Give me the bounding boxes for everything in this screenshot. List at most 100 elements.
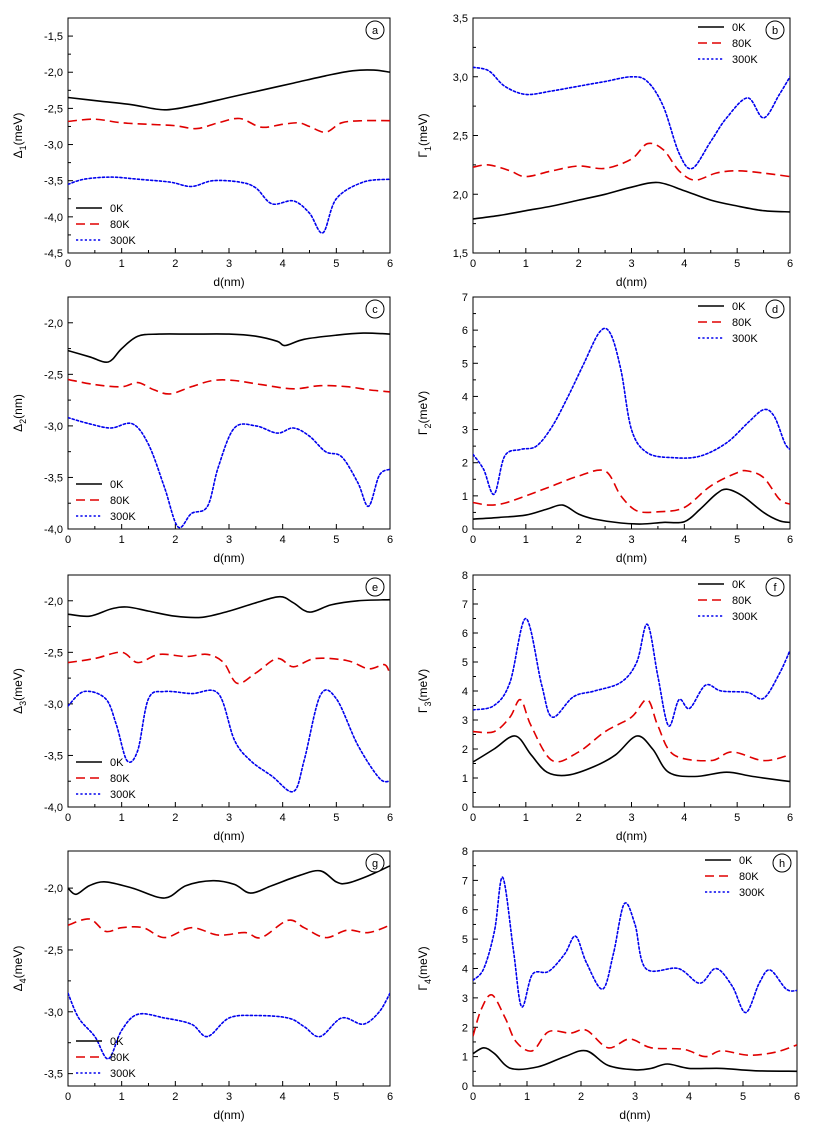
x-tick-label: 1 (523, 258, 529, 270)
y-axis-symbol: Δ (11, 150, 25, 158)
y-tick-label: -3,0 (44, 140, 63, 152)
legend: 0K 80K 300K (76, 757, 136, 801)
series-group (68, 332, 390, 529)
series-line-80k (68, 651, 390, 685)
legend-label-300k: 300K (739, 887, 765, 899)
legend: 0K 80K 300K (698, 301, 758, 345)
legend-label-300k: 300K (110, 511, 136, 523)
series-line-300k (473, 66, 790, 170)
series-line-300k (68, 992, 390, 1060)
series-group (473, 327, 790, 525)
legend-label-300k: 300K (110, 235, 136, 247)
chart-panel-b: 0 1 2 3 4 5 61,52,02,53,03,5d(nm)Γ1(meV)0K80K3… (416, 13, 793, 289)
series-line-80k (68, 117, 390, 134)
plot-frame (472, 296, 791, 530)
series-group (473, 66, 790, 220)
x-tick-label: 2 (172, 258, 178, 270)
x-axis-title: d(nm) (213, 1108, 244, 1122)
y-tick-label: 8 (462, 570, 468, 582)
y-axis-subscript: 4 (18, 978, 28, 983)
panel-badge-label: a (372, 25, 379, 37)
x-tick-label: 1 (523, 534, 529, 546)
y-axis-title: Γ2(meV) (416, 391, 433, 435)
panel-badge-label: f (773, 582, 777, 594)
legend-label-0k: 0K (110, 479, 124, 491)
legend-label-300k: 300K (110, 1068, 136, 1080)
y-tick-label: -1,5 (44, 31, 63, 43)
x-tick-label: 4 (280, 534, 286, 546)
x-tick-label: 6 (787, 534, 793, 546)
y-axis-title: Γ1(meV) (416, 113, 433, 157)
y-tick-label: 1,5 (453, 248, 468, 260)
x-axis-title: d(nm) (619, 1108, 650, 1122)
legend-label-80k: 80K (110, 773, 130, 785)
legend-label-80k: 80K (110, 1052, 130, 1064)
y-tick-label: 3 (462, 425, 468, 437)
legend: 0K 80K 300K (698, 22, 758, 66)
y-axis-symbol: Γ (416, 706, 430, 713)
chart-panel-a: 0 1 2 3 4 5 6 -4,5 -4,0 -3,5 -3,0 -2,5 -2,0 -1,5 d(nm)… (11, 17, 393, 289)
x-tick-label: 3 (226, 1091, 232, 1103)
x-tick-label: 2 (172, 1091, 178, 1103)
panel-badge-label: c (372, 304, 378, 316)
legend: 0K 80K 300K (698, 579, 758, 623)
panel-badge (365, 299, 385, 319)
y-tick-label: -4,0 (44, 524, 63, 536)
panel-badge (765, 299, 785, 319)
panel-badge (765, 20, 785, 40)
legend-label-80k: 80K (110, 219, 130, 231)
y-axis-title: Δ2(nm) (11, 394, 28, 432)
x-axis-title: d(nm) (213, 275, 244, 289)
y-axis-unit: (meV) (416, 946, 430, 979)
y-tick-label: 2 (462, 744, 468, 756)
legend: 0K 80K 300K (76, 203, 136, 247)
y-tick-label: 3,5 (453, 13, 468, 25)
plot-frame (67, 850, 391, 1087)
legend-label-80k: 80K (732, 38, 752, 50)
x-tick-label: 0 (470, 1091, 476, 1103)
legend-label-0k: 0K (739, 855, 753, 867)
panel-badge-label: g (372, 858, 378, 870)
x-axis-title: d(nm) (616, 551, 647, 565)
x-tick-label: 5 (333, 258, 339, 270)
series-group (68, 865, 390, 1060)
x-axis-title: d(nm) (213, 551, 244, 565)
x-tick-label: 0 (470, 812, 476, 824)
x-axis-title: d(nm) (616, 829, 647, 843)
y-axis-subscript: 3 (18, 701, 28, 706)
series-line-80k (473, 469, 790, 514)
y-axis-unit: (meV) (416, 391, 430, 424)
series-line-0k (68, 595, 390, 619)
y-axis-title: Δ1(meV) (11, 113, 28, 159)
x-tick-label: 1 (119, 258, 125, 270)
y-tick-label: -2,5 (44, 369, 63, 381)
series-line-0k (68, 332, 390, 364)
panel-badge-label: b (772, 25, 778, 37)
y-axis-subscript: 2 (423, 424, 433, 429)
legend-label-300k: 300K (732, 333, 758, 345)
y-tick-label: 7 (462, 292, 468, 304)
y-tick-label: 3 (462, 715, 468, 727)
x-tick-label: 6 (794, 1091, 800, 1103)
x-tick-label: 6 (387, 1091, 393, 1103)
legend: 0K 80K 300K (76, 1036, 136, 1080)
series-group (473, 876, 797, 1073)
y-tick-label: -3,5 (44, 472, 63, 484)
legend-label-0k: 0K (732, 301, 746, 313)
legend-label-0k: 0K (110, 757, 124, 769)
x-tick-label: 3 (226, 258, 232, 270)
y-tick-label: -3,5 (44, 176, 63, 188)
y-tick-label: -3,0 (44, 421, 63, 433)
series-group (68, 595, 390, 793)
y-axis-unit: (meV) (416, 669, 430, 702)
x-tick-label: 4 (681, 812, 687, 824)
legend-label-80k: 80K (732, 317, 752, 329)
y-tick-label: -4,0 (44, 802, 63, 814)
series-line-0k (473, 488, 790, 525)
series-line-80k (473, 698, 790, 763)
legend-label-0k: 0K (732, 579, 746, 591)
y-tick-label: 1 (462, 1052, 468, 1064)
y-tick-label: -2,0 (44, 883, 63, 895)
x-tick-label: 4 (280, 258, 286, 270)
